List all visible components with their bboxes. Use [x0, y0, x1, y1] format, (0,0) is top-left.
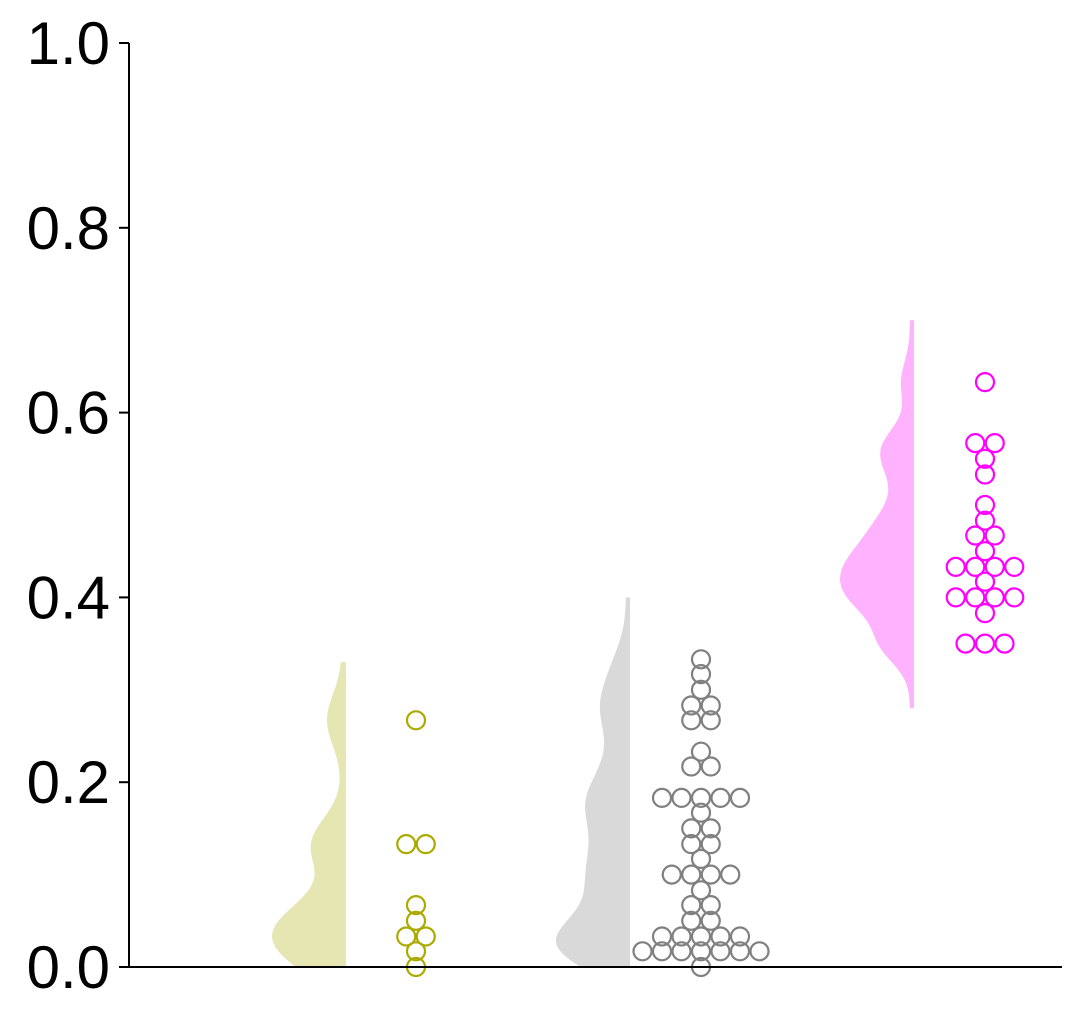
data-point: [690, 787, 712, 809]
data-point: [974, 510, 996, 531]
y-tick-label: 1.0: [27, 10, 110, 77]
data-point: [700, 894, 721, 916]
data-point: [651, 787, 673, 809]
data-point: [710, 926, 731, 947]
data-point: [690, 848, 712, 869]
data-point: [690, 649, 712, 670]
data-point: [651, 941, 673, 962]
data-point: [749, 941, 770, 962]
density-cloud: [272, 662, 346, 967]
density-cloud: [840, 320, 914, 709]
data-point: [651, 926, 673, 947]
data-point: [690, 802, 712, 823]
data-point: [681, 894, 702, 916]
data-point: [681, 864, 702, 885]
axes: [128, 43, 1062, 968]
data-point: [690, 880, 712, 901]
data-point: [974, 633, 996, 654]
data-point: [700, 710, 721, 731]
data-point: [955, 633, 976, 654]
data-point: [681, 710, 702, 731]
data-point: [974, 603, 996, 624]
data-point: [690, 926, 712, 947]
data-point: [965, 525, 986, 546]
y-tick-label: 0.6: [27, 380, 110, 447]
data-point: [984, 525, 1005, 546]
data-point: [681, 695, 702, 716]
y-tick-label: 0.0: [27, 934, 110, 1001]
data-point: [729, 941, 751, 962]
data-point: [690, 663, 712, 685]
data-point: [405, 710, 427, 731]
data-point: [690, 679, 712, 700]
data-points: [396, 372, 1025, 978]
data-point: [710, 941, 731, 962]
data-point: [974, 464, 996, 485]
data-point: [405, 941, 427, 962]
density-clouds: [272, 320, 914, 967]
data-point: [671, 926, 692, 947]
data-point: [945, 556, 966, 578]
data-point: [729, 787, 751, 809]
data-point: [965, 556, 986, 578]
data-point: [632, 941, 653, 962]
data-point: [681, 818, 702, 839]
data-point: [681, 756, 702, 777]
data-point: [1004, 556, 1025, 578]
data-point: [396, 834, 417, 855]
data-point: [974, 494, 996, 516]
data-point: [974, 541, 996, 562]
y-tick-label: 0.4: [27, 564, 110, 631]
data-point: [945, 587, 966, 608]
data-point: [965, 432, 986, 454]
data-point: [994, 633, 1015, 654]
data-point: [405, 894, 427, 916]
data-point: [984, 587, 1005, 608]
data-point: [965, 587, 986, 608]
y-ticks: 0.0 0.2 0.4 0.6 0.8 1.0: [27, 10, 129, 1001]
data-point: [700, 834, 721, 855]
y-tick-label: 0.2: [27, 749, 110, 816]
density-cloud: [556, 597, 630, 967]
data-point: [720, 864, 741, 885]
data-point: [700, 756, 721, 777]
data-point: [974, 372, 996, 393]
data-point: [690, 941, 712, 962]
data-point: [700, 818, 721, 839]
data-point: [415, 834, 436, 855]
data-point: [700, 695, 721, 716]
data-point: [984, 556, 1005, 578]
data-point: [671, 787, 692, 809]
data-point: [405, 910, 427, 931]
data-point: [700, 864, 721, 885]
data-point: [710, 787, 731, 809]
data-point: [729, 926, 751, 947]
data-point: [690, 741, 712, 762]
data-point: [671, 941, 692, 962]
data-point: [974, 571, 996, 592]
data-point: [1004, 587, 1025, 608]
data-point: [974, 448, 996, 469]
y-tick-label: 0.8: [27, 195, 110, 262]
data-point: [984, 432, 1005, 454]
data-point: [396, 926, 417, 947]
data-point: [700, 910, 721, 931]
data-point: [661, 864, 682, 885]
data-point: [681, 834, 702, 855]
data-point: [415, 926, 436, 947]
data-point: [681, 910, 702, 931]
